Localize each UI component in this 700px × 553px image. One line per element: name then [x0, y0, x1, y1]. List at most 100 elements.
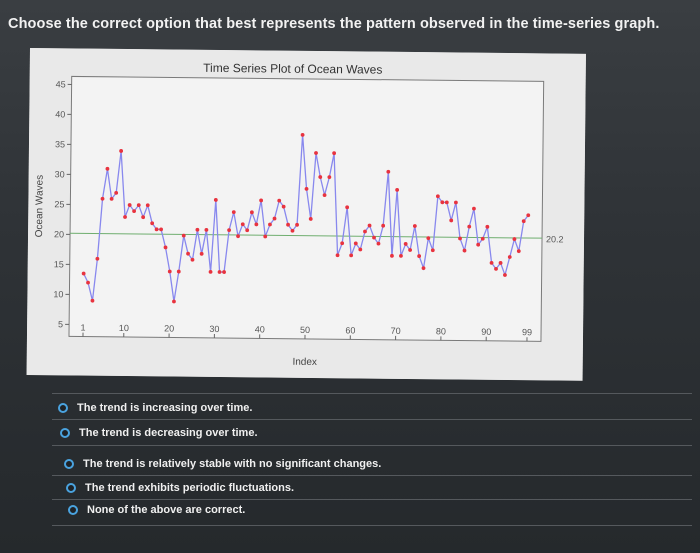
data-point	[132, 209, 136, 213]
option-label: The trend is increasing over time.	[77, 402, 253, 414]
data-point	[512, 237, 517, 241]
data-point	[526, 213, 531, 218]
option-divider	[52, 499, 692, 500]
data-point	[123, 215, 127, 219]
option-decreasing[interactable]: The trend is decreasing over time.	[60, 422, 258, 444]
series-layer	[81, 132, 531, 304]
data-point	[381, 223, 386, 228]
data-point	[395, 187, 400, 192]
data-point	[435, 194, 440, 199]
radio-button-icon[interactable]	[64, 459, 74, 469]
data-point	[249, 210, 254, 215]
data-point	[281, 204, 286, 209]
y-axis-label: Ocean Waves	[34, 175, 46, 238]
data-point	[145, 203, 150, 208]
data-point	[308, 217, 313, 221]
option-label: The trend is decreasing over time.	[79, 427, 258, 439]
data-point	[454, 200, 458, 205]
x-tick-label: 30	[209, 324, 219, 334]
radio-button-icon[interactable]	[60, 428, 70, 438]
data-point	[318, 175, 323, 179]
data-point	[489, 260, 494, 265]
data-point	[95, 256, 100, 261]
data-point	[458, 236, 462, 241]
data-point	[403, 242, 408, 246]
data-point	[90, 298, 95, 303]
data-point	[290, 228, 295, 233]
data-point	[412, 224, 417, 228]
option-label: The trend is relatively stable with no s…	[83, 458, 382, 470]
reference-line-layer: 20.2	[70, 232, 564, 244]
data-point	[314, 151, 318, 155]
y-tick-label: 5	[58, 319, 63, 329]
data-point	[176, 269, 181, 274]
data-point	[390, 253, 394, 258]
y-tick-label: 35	[55, 139, 65, 149]
y-tick-label: 40	[55, 109, 65, 119]
option-label: The trend exhibits periodic fluctuations…	[85, 482, 295, 494]
data-point	[163, 245, 168, 250]
x-tick-label: 70	[391, 326, 401, 336]
data-point	[190, 257, 195, 262]
data-point	[141, 215, 146, 220]
option-stable[interactable]: The trend is relatively stable with no s…	[64, 453, 381, 475]
data-point	[327, 175, 332, 180]
data-point	[353, 241, 358, 246]
y-tick-label: 10	[53, 289, 63, 299]
data-point	[263, 234, 268, 239]
data-point	[105, 166, 110, 171]
data-point	[498, 261, 503, 265]
data-point	[472, 206, 476, 211]
data-point	[231, 210, 236, 215]
option-divider	[52, 475, 692, 476]
data-point	[204, 227, 209, 232]
radio-button-icon[interactable]	[66, 483, 76, 493]
data-point	[444, 200, 449, 205]
data-point	[345, 205, 350, 210]
chart-title: Time Series Plot of Ocean Waves	[203, 61, 382, 77]
data-point	[426, 236, 431, 241]
y-tick-label: 45	[56, 79, 66, 89]
data-point	[259, 198, 264, 203]
data-point	[449, 218, 454, 223]
data-point	[462, 248, 467, 253]
data-point	[516, 249, 521, 254]
data-point	[100, 196, 105, 201]
data-point	[81, 271, 86, 276]
data-point	[272, 216, 277, 221]
x-tick-label: 60	[345, 325, 355, 335]
data-point	[376, 241, 381, 246]
x-tick-label: 10	[119, 323, 129, 333]
option-periodic[interactable]: The trend exhibits periodic fluctuations…	[66, 477, 294, 499]
data-point	[332, 151, 337, 156]
data-point	[417, 254, 422, 258]
y-tick-label: 15	[54, 259, 64, 269]
radio-button-icon[interactable]	[68, 505, 78, 515]
data-point	[363, 229, 367, 234]
data-point	[109, 196, 114, 201]
data-point	[199, 251, 204, 256]
data-point	[440, 200, 445, 205]
data-point	[421, 266, 426, 271]
data-point	[195, 227, 200, 232]
y-tick-label: 30	[55, 169, 65, 179]
data-point	[503, 273, 507, 277]
data-point	[150, 221, 155, 226]
option-increasing[interactable]: The trend is increasing over time.	[58, 397, 252, 419]
data-point	[167, 269, 172, 274]
data-point	[349, 253, 354, 258]
data-point	[127, 203, 132, 207]
y-tick-label: 25	[54, 199, 64, 209]
data-point	[295, 222, 299, 227]
data-point	[154, 227, 159, 232]
radio-button-icon[interactable]	[58, 403, 68, 413]
data-point	[286, 222, 290, 227]
data-point	[136, 203, 141, 208]
data-point	[408, 248, 413, 252]
data-point	[119, 149, 124, 153]
x-tick-label: 99	[522, 327, 532, 337]
option-none[interactable]: None of the above are correct.	[68, 499, 245, 521]
data-point	[494, 266, 498, 271]
data-point	[507, 255, 512, 259]
